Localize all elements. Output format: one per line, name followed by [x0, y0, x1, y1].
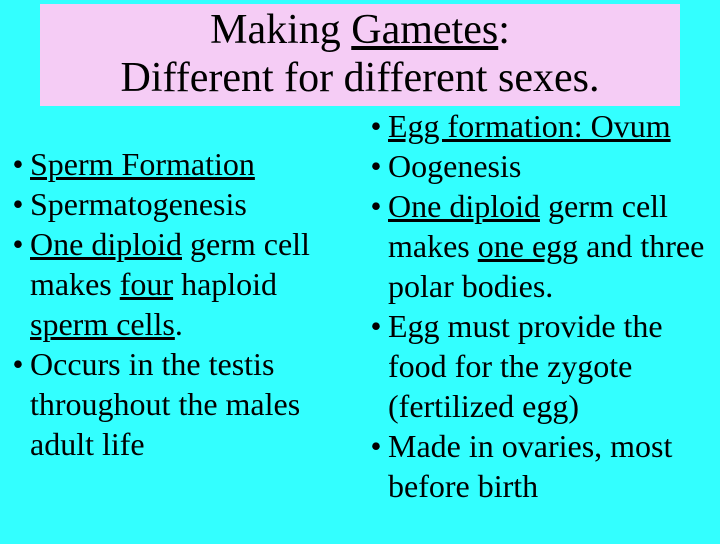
- right-bullet-1: • Egg formation: Ovum: [364, 106, 714, 146]
- bullet-dot: •: [364, 426, 388, 466]
- left-column: • Sperm Formation • Spermatogenesis • On…: [6, 106, 360, 506]
- txt-part: .: [175, 306, 183, 342]
- u-sperm-cells: sperm cells: [30, 306, 175, 342]
- left-bullet-4: • Occurs in the testis throughout the ma…: [6, 344, 356, 464]
- u-four: four: [120, 266, 173, 302]
- title-box: Making Gametes: Different for different …: [40, 4, 680, 106]
- title-line-1: Making Gametes:: [40, 6, 680, 54]
- bullet-dot: •: [364, 146, 388, 186]
- bullet-text: Made in ovaries, most before birth: [388, 426, 714, 506]
- right-bullet-4: • Egg must provide the food for the zygo…: [364, 306, 714, 426]
- right-bullet-3: • One diploid germ cell makes one egg an…: [364, 186, 714, 306]
- txt-part: haploid: [173, 266, 277, 302]
- u-one-diploid: One diploid: [30, 226, 182, 262]
- bullet-dot: •: [6, 344, 30, 384]
- bullet-text: One diploid germ cell makes one egg and …: [388, 186, 714, 306]
- bullet-text: Oogenesis: [388, 146, 714, 186]
- bullet-dot: •: [364, 186, 388, 226]
- u-sperm-formation: Sperm Formation: [30, 146, 255, 182]
- u-one-egg: one egg: [478, 228, 578, 264]
- left-bullet-2: • Spermatogenesis: [6, 184, 356, 224]
- bullet-text: One diploid germ cell makes four haploid…: [30, 224, 356, 344]
- bullet-text: Spermatogenesis: [30, 184, 356, 224]
- bullet-text: Sperm Formation: [30, 144, 356, 184]
- title-word-gametes: Gametes: [351, 7, 498, 53]
- u-one-diploid-r: One diploid: [388, 188, 540, 224]
- content-columns: • Sperm Formation • Spermatogenesis • On…: [0, 106, 720, 506]
- right-bullet-2: • Oogenesis: [364, 146, 714, 186]
- bullet-text: Egg must provide the food for the zygote…: [388, 306, 714, 426]
- left-spacer: [6, 106, 356, 144]
- bullet-dot: •: [6, 224, 30, 264]
- bullet-text: Egg formation: Ovum: [388, 106, 714, 146]
- bullet-text: Occurs in the testis throughout the male…: [30, 344, 356, 464]
- u-egg-formation: Egg formation: Ovum: [388, 108, 671, 144]
- bullet-dot: •: [364, 306, 388, 346]
- title-colon: :: [498, 7, 510, 53]
- right-bullet-5: • Made in ovaries, most before birth: [364, 426, 714, 506]
- title-word-making: Making: [210, 7, 351, 53]
- bullet-dot: •: [6, 184, 30, 224]
- right-column: • Egg formation: Ovum • Oogenesis • One …: [360, 106, 714, 506]
- bullet-dot: •: [6, 144, 30, 184]
- left-bullet-3: • One diploid germ cell makes four haplo…: [6, 224, 356, 344]
- bullet-dot: •: [364, 106, 388, 146]
- title-line-2: Different for different sexes.: [40, 54, 680, 102]
- left-bullet-1: • Sperm Formation: [6, 144, 356, 184]
